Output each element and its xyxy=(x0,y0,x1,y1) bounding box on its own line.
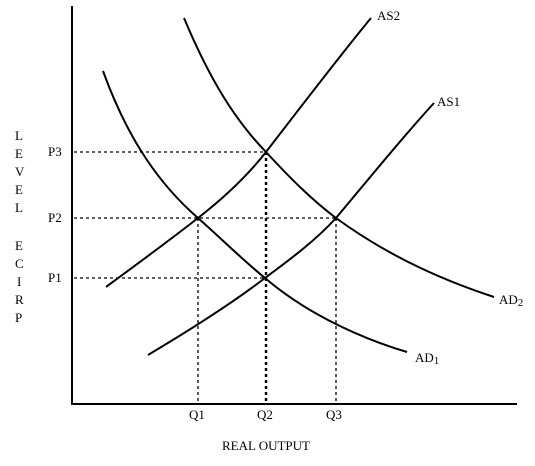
y-axis-letter: C xyxy=(15,256,24,271)
y-axis-letter: E xyxy=(15,182,23,197)
p2-label: P2 xyxy=(48,210,62,225)
as2-curve xyxy=(105,17,372,288)
ad1-label: AD1 xyxy=(415,350,439,367)
y-axis-letter: L xyxy=(15,200,23,215)
y-axis-letter: V xyxy=(15,164,25,179)
y-axis-letter: I xyxy=(17,274,21,289)
p1-label: P1 xyxy=(48,270,62,285)
ad2-label: AD2 xyxy=(499,292,523,309)
ad2-curve xyxy=(183,17,495,298)
as1-curve xyxy=(147,102,435,356)
q3-label: Q3 xyxy=(326,407,342,422)
y-axis-letter: R xyxy=(15,292,24,307)
q2-label: Q2 xyxy=(257,407,273,422)
as2-label: AS2 xyxy=(377,8,400,23)
y-axis-letter: E xyxy=(15,238,23,253)
ad1-curve xyxy=(102,70,408,353)
as1-label: AS1 xyxy=(437,94,460,109)
p3-label: P3 xyxy=(48,144,62,159)
x-axis-title: REAL OUTPUT xyxy=(222,438,310,453)
y-axis-title: L E V E L E C I R P xyxy=(15,128,25,325)
y-axis-letter: P xyxy=(15,310,22,325)
y-axis-letter: E xyxy=(15,146,23,161)
y-axis-letter: L xyxy=(15,128,23,143)
q1-label: Q1 xyxy=(189,407,205,422)
